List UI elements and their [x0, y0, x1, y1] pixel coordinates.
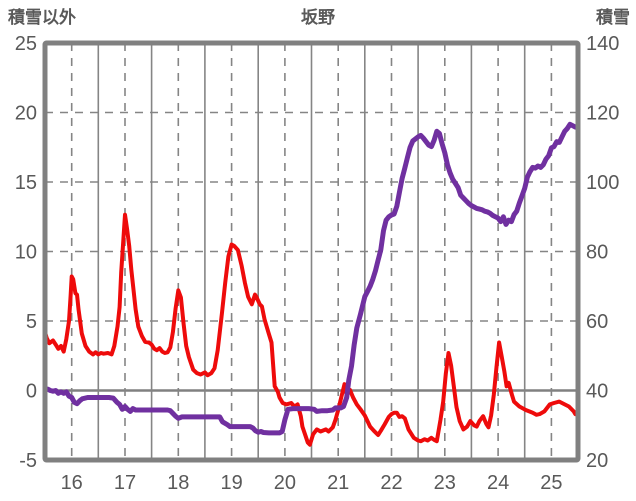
right-axis-tick-label: 100	[586, 172, 619, 194]
right-axis-tick-label: 20	[586, 450, 608, 472]
right-axis-tick-label: 60	[586, 311, 608, 333]
right-axis-tick-label: 140	[586, 33, 619, 55]
chart-title: 坂野	[301, 8, 335, 27]
x-axis-tick-label: 21	[327, 472, 349, 494]
left-axis-tick-label: 15	[15, 172, 37, 194]
right-axis-tick-label: 120	[586, 103, 619, 125]
x-axis-tick-label: 18	[167, 472, 189, 494]
left-axis-tick-label: 20	[15, 103, 37, 125]
x-axis-tick-label: 16	[61, 472, 83, 494]
left-axis-tick-label: -5	[19, 450, 37, 472]
x-axis-tick-label: 17	[114, 472, 136, 494]
left-axis-title: 積雪以外	[8, 8, 76, 27]
left-axis-tick-label: 0	[26, 381, 37, 403]
right-axis-tick-label: 40	[586, 381, 608, 403]
x-axis-tick-label: 20	[274, 472, 296, 494]
right-axis-tick-label: 80	[586, 242, 608, 264]
left-axis-tick-label: 10	[15, 242, 37, 264]
left-axis-tick-label: 5	[26, 311, 37, 333]
x-axis-tick-label: 23	[434, 472, 456, 494]
x-axis-tick-label: 22	[380, 472, 402, 494]
x-axis-tick-label: 19	[220, 472, 242, 494]
right-axis-title: 積雪	[596, 8, 630, 27]
left-axis-tick-label: 25	[15, 33, 37, 55]
x-axis-tick-label: 25	[540, 472, 562, 494]
x-axis-tick-label: 24	[487, 472, 509, 494]
